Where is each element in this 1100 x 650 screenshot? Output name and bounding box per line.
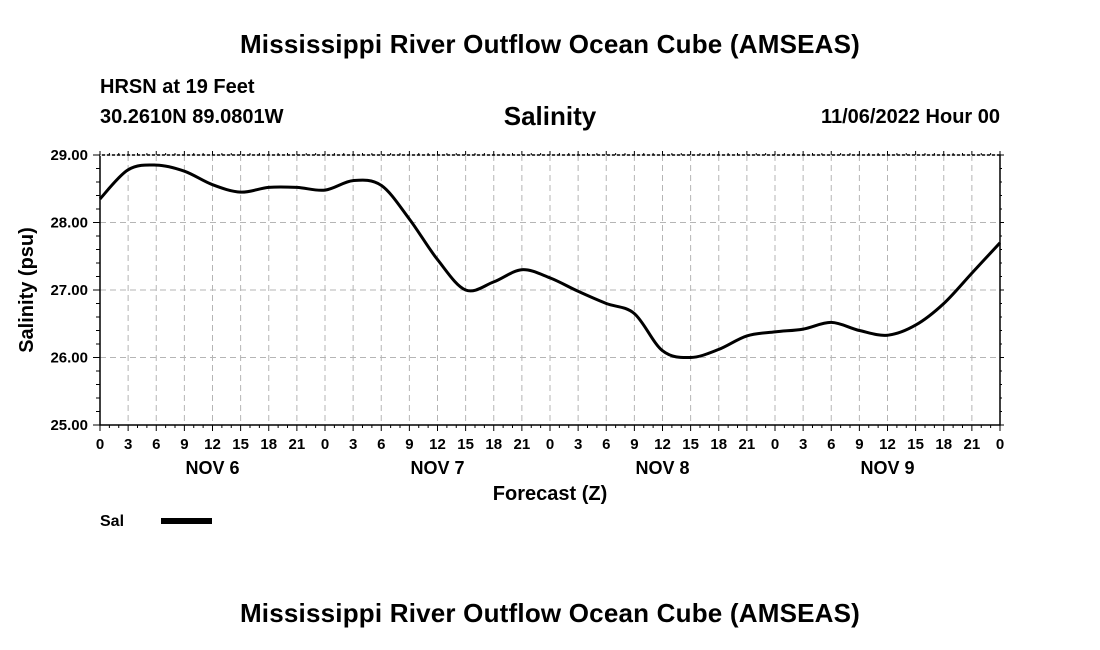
x-tick-label: 15: [232, 436, 249, 453]
x-tick-label: 12: [429, 436, 446, 453]
y-tick-label: 26.00: [50, 350, 88, 367]
x-tick-label: 15: [457, 436, 474, 453]
x-tick-label: 15: [682, 436, 699, 453]
x-tick-label: 9: [180, 436, 188, 453]
x-tick-label: 18: [485, 436, 502, 453]
x-tick-label: 0: [546, 436, 554, 453]
x-tick-label: 21: [964, 436, 981, 453]
legend: Sal: [100, 513, 212, 530]
x-tick-label: 3: [799, 436, 807, 453]
x-tick-label: 12: [204, 436, 221, 453]
x-tick-label: 18: [260, 436, 277, 453]
y-axis-title: Salinity (psu): [16, 227, 38, 353]
x-tick-label: 9: [855, 436, 863, 453]
x-day-label: NOV 8: [635, 458, 689, 478]
x-tick-label: 9: [630, 436, 638, 453]
y-tick-label: 27.00: [50, 282, 88, 299]
x-tick-label: 18: [935, 436, 952, 453]
x-tick-label: 6: [152, 436, 160, 453]
footer-title: Mississippi River Outflow Ocean Cube (AM…: [239, 598, 861, 628]
x-day-label: NOV 6: [185, 458, 239, 478]
chart-title: Mississippi River Outflow Ocean Cube (AM…: [239, 29, 861, 59]
x-tick-label: 0: [96, 436, 104, 453]
y-tick-label: 28.00: [50, 215, 88, 232]
x-tick-label: 0: [771, 436, 779, 453]
x-tick-label: 21: [289, 436, 306, 453]
x-tick-label: 3: [124, 436, 132, 453]
x-tick-label: 9: [405, 436, 413, 453]
x-tick-label: 21: [739, 436, 756, 453]
x-tick-label: 0: [321, 436, 329, 453]
x-tick-label: 21: [514, 436, 531, 453]
series-line-sal: [98, 163, 1002, 360]
chart-subtitle: Salinity: [503, 101, 597, 131]
x-tick-label: 6: [827, 436, 835, 453]
x-tick-label: 3: [574, 436, 582, 453]
legend-label: Sal: [100, 513, 124, 530]
x-tick-label: 0: [996, 436, 1004, 453]
x-tick-label: 12: [879, 436, 896, 453]
y-tick-label: 29.00: [50, 147, 88, 164]
x-tick-label: 18: [710, 436, 727, 453]
coordinates-label: 30.2610N 89.0801W: [100, 106, 284, 128]
x-tick-label: 12: [654, 436, 671, 453]
x-tick-label: 6: [602, 436, 610, 453]
y-tick-label: 25.00: [50, 417, 88, 434]
x-day-label: NOV 7: [410, 458, 464, 478]
x-tick-label: 6: [377, 436, 385, 453]
station-label: HRSN at 19 Feet: [100, 76, 255, 98]
x-day-label: NOV 9: [860, 458, 914, 478]
forecast-datetime: 11/06/2022 Hour 00: [820, 106, 1000, 128]
x-axis-title: Forecast (Z): [493, 483, 607, 505]
x-tick-label: 3: [349, 436, 357, 453]
x-tick-label: 15: [907, 436, 924, 453]
